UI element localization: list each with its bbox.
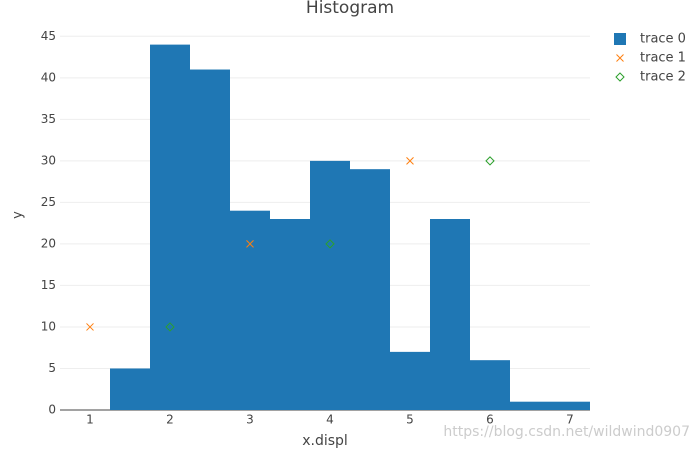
y-tick-label: 30 — [41, 153, 56, 167]
bar — [510, 401, 550, 410]
bar — [390, 351, 430, 410]
point — [406, 157, 414, 165]
legend-marker — [616, 54, 624, 62]
bar — [110, 368, 150, 410]
y-tick-label: 15 — [41, 278, 56, 292]
legend-marker — [615, 72, 625, 82]
y-tick-label: 0 — [48, 403, 56, 417]
point — [86, 323, 94, 331]
point — [485, 156, 495, 166]
y-tick-label: 40 — [41, 70, 56, 84]
x-tick-label: 7 — [566, 413, 574, 427]
x-tick-label: 6 — [486, 413, 494, 427]
bar — [470, 360, 510, 410]
y-axis-label: y — [11, 211, 26, 219]
bar — [190, 69, 230, 411]
y-tick-label: 25 — [41, 195, 56, 209]
legend-label: trace 0 — [640, 32, 686, 47]
legend-label: trace 1 — [640, 51, 686, 66]
chart-title: Histogram — [306, 0, 394, 18]
x-tick-label: 4 — [326, 413, 334, 427]
y-tick-label: 5 — [48, 361, 56, 375]
x-tick-label: 2 — [166, 413, 174, 427]
bar — [230, 210, 270, 410]
bar — [550, 401, 590, 410]
bar — [310, 160, 350, 410]
x-tick-label: 1 — [86, 413, 94, 427]
x-tick-label: 3 — [246, 413, 254, 427]
x-tick-label: 5 — [406, 413, 414, 427]
bar — [350, 169, 390, 410]
bar — [270, 219, 310, 410]
x-axis-label: x.displ — [302, 433, 348, 449]
point — [165, 322, 175, 332]
watermark: https://blog.csdn.net/wildwind0907 — [443, 424, 690, 440]
y-tick-label: 20 — [41, 236, 56, 250]
legend-marker — [614, 33, 626, 45]
y-tick-label: 45 — [41, 29, 56, 43]
legend-label: trace 2 — [640, 70, 686, 85]
y-tick-label: 10 — [41, 319, 56, 333]
y-tick-label: 35 — [41, 112, 56, 126]
point — [325, 239, 335, 249]
bar — [430, 219, 470, 410]
point — [246, 240, 254, 248]
bar — [150, 44, 190, 410]
